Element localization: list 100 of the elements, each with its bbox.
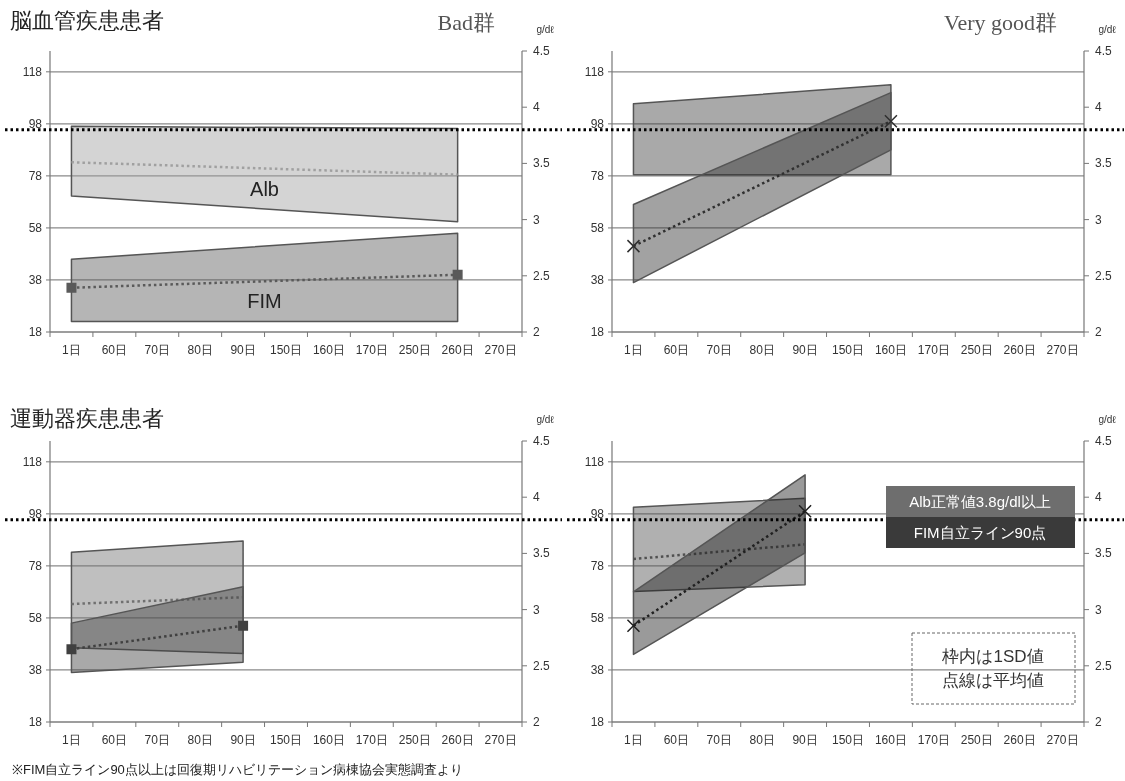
y2-tick-label: 4.5 bbox=[533, 434, 551, 448]
x-tick-label: 260日 bbox=[1003, 343, 1036, 357]
annotation: Alb正常値3.8g/dl以上 bbox=[909, 493, 1051, 510]
y-tick-label: 58 bbox=[590, 610, 605, 625]
y2-tick-label: 3 bbox=[533, 212, 540, 227]
y2-tick-label: 4.5 bbox=[1095, 44, 1113, 58]
y-tick-label: 118 bbox=[584, 64, 605, 79]
x-tick-label: 170日 bbox=[355, 343, 388, 357]
x-tick-label: 270日 bbox=[1046, 343, 1079, 357]
y-tick-label: 18 bbox=[590, 715, 605, 729]
chart-title: 脳血管疾患患者 bbox=[10, 8, 164, 33]
y-tick-label: 58 bbox=[28, 610, 43, 625]
y-tick-label: 18 bbox=[28, 715, 43, 729]
y2-tick-label: 3.5 bbox=[533, 546, 551, 561]
x-tick-label: 150日 bbox=[831, 733, 865, 747]
chart-title: 運動器疾患患者 bbox=[10, 406, 164, 431]
y-tick-label: 98 bbox=[590, 506, 605, 521]
x-tick-label: 250日 bbox=[398, 733, 431, 747]
annotation: FIM自立ライン90点 bbox=[913, 524, 1047, 541]
y-tick-label: 78 bbox=[28, 168, 43, 183]
y2-tick-label: 3 bbox=[533, 602, 540, 617]
x-tick-label: 160日 bbox=[874, 343, 907, 357]
x-tick-label: 1日 bbox=[624, 733, 643, 747]
y-tick-label: 38 bbox=[28, 272, 43, 287]
x-tick-label: 170日 bbox=[355, 733, 388, 747]
annotation: 点線は平均値 bbox=[942, 671, 1044, 690]
x-tick-label: 80日 bbox=[187, 343, 213, 357]
chart-subtitle: Bad群 bbox=[437, 10, 495, 35]
y-tick-label: 58 bbox=[28, 220, 43, 235]
x-tick-label: 250日 bbox=[960, 343, 993, 357]
y2-tick-label: 3.5 bbox=[1095, 546, 1113, 561]
y2-tick-label: 3 bbox=[1095, 212, 1102, 227]
y2-tick-label: 3.5 bbox=[1095, 156, 1113, 171]
x-tick-label: 80日 bbox=[749, 733, 775, 747]
y2-tick-label: 4 bbox=[1095, 100, 1102, 115]
y2-tick-label: 3 bbox=[1095, 602, 1102, 617]
x-tick-label: 60日 bbox=[101, 733, 128, 747]
series-label: FIM bbox=[247, 290, 282, 313]
x-tick-label: 60日 bbox=[663, 733, 690, 747]
x-tick-label: 260日 bbox=[441, 733, 474, 747]
picture-note-box: FIM自立ライン90点 bbox=[886, 517, 1075, 548]
x-tick-label: 150日 bbox=[269, 343, 303, 357]
x-tick-label: 70日 bbox=[706, 343, 732, 357]
chart-subtitle: Very good群 bbox=[943, 10, 1057, 35]
x-tick-label: 270日 bbox=[1046, 733, 1079, 747]
y-tick-label: 78 bbox=[590, 558, 605, 573]
picture-note-box: Alb正常値3.8g/dl以上 bbox=[886, 486, 1075, 517]
y-tick-label: 118 bbox=[22, 64, 43, 79]
x-tick-label: 1日 bbox=[62, 343, 81, 357]
y2-axis-title: g/dℓ bbox=[536, 414, 555, 425]
y2-tick-label: 2 bbox=[533, 325, 540, 339]
y2-axis-title: g/dℓ bbox=[536, 24, 555, 35]
x-tick-label: 150日 bbox=[269, 733, 303, 747]
x-tick-label: 160日 bbox=[312, 733, 345, 747]
x-tick-label: 170日 bbox=[917, 343, 950, 357]
y-tick-label: 78 bbox=[28, 558, 43, 573]
y2-tick-label: 2 bbox=[533, 715, 540, 729]
y2-tick-label: 2 bbox=[1095, 325, 1102, 339]
y2-tick-label: 4 bbox=[1095, 490, 1102, 505]
y2-tick-label: 2.5 bbox=[533, 658, 551, 673]
x-tick-label: 80日 bbox=[749, 343, 775, 357]
y2-axis-title: g/dℓ bbox=[1098, 24, 1117, 35]
y-tick-label: 98 bbox=[28, 116, 43, 131]
x-tick-label: 170日 bbox=[917, 733, 950, 747]
y-tick-label: 18 bbox=[590, 325, 605, 339]
y2-axis-title: g/dℓ bbox=[1098, 414, 1117, 425]
y2-tick-label: 2.5 bbox=[1095, 268, 1113, 283]
x-tick-label: 160日 bbox=[874, 733, 907, 747]
y2-tick-label: 4.5 bbox=[533, 44, 551, 58]
y2-tick-label: 2.5 bbox=[533, 268, 551, 283]
x-tick-label: 90日 bbox=[792, 343, 818, 357]
y2-tick-label: 4.5 bbox=[1095, 434, 1113, 448]
x-tick-label: 260日 bbox=[1003, 733, 1036, 747]
x-tick-label: 90日 bbox=[792, 733, 818, 747]
annotation: 枠内は1SD値 bbox=[941, 647, 1044, 666]
x-tick-label: 90日 bbox=[230, 733, 256, 747]
y2-tick-label: 4 bbox=[533, 490, 540, 505]
y-tick-label: 78 bbox=[590, 168, 605, 183]
y2-tick-label: 4 bbox=[533, 100, 540, 115]
x-tick-label: 250日 bbox=[398, 343, 431, 357]
x-tick-label: 80日 bbox=[187, 733, 213, 747]
y2-tick-label: 2.5 bbox=[1095, 658, 1113, 673]
x-tick-label: 250日 bbox=[960, 733, 993, 747]
series-label: Alb bbox=[250, 177, 279, 200]
y-tick-label: 38 bbox=[590, 272, 605, 287]
y-tick-label: 98 bbox=[28, 506, 43, 521]
x-tick-label: 1日 bbox=[62, 733, 81, 747]
x-tick-label: 60日 bbox=[663, 343, 690, 357]
x-tick-label: 1日 bbox=[624, 343, 643, 357]
x-tick-label: 270日 bbox=[484, 733, 517, 747]
y-tick-label: 18 bbox=[28, 325, 43, 339]
y-tick-label: 118 bbox=[584, 454, 605, 469]
y-tick-label: 38 bbox=[28, 662, 43, 677]
y-tick-label: 118 bbox=[22, 454, 43, 469]
y2-tick-label: 3.5 bbox=[533, 156, 551, 171]
x-tick-label: 260日 bbox=[441, 343, 474, 357]
y-tick-label: 38 bbox=[590, 662, 605, 677]
x-tick-label: 70日 bbox=[144, 733, 170, 747]
x-tick-label: 70日 bbox=[144, 343, 170, 357]
x-tick-label: 150日 bbox=[831, 343, 865, 357]
